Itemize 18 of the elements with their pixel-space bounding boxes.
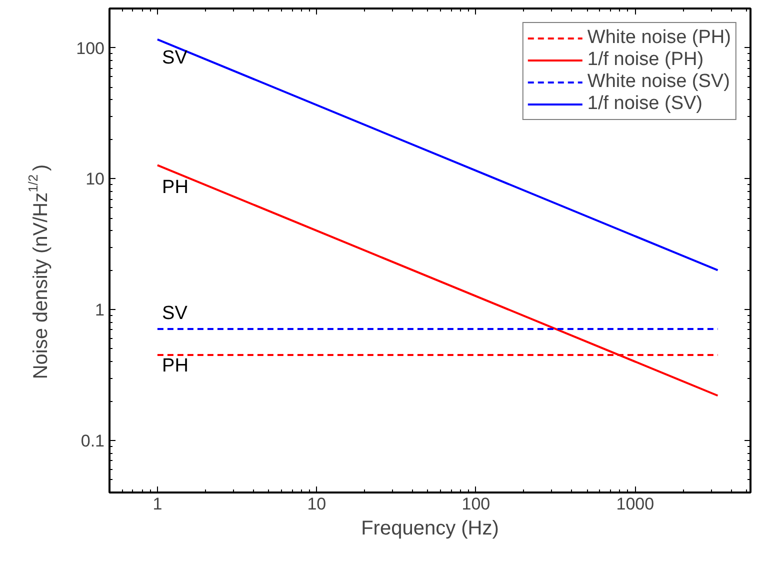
legend-label: 1/f noise (PH) — [587, 49, 704, 71]
x-tick-label: 1 — [152, 494, 162, 514]
y-tick-label: 1 — [95, 300, 105, 320]
x-tick-label: 10 — [307, 494, 326, 514]
y-tick-label: 0.1 — [80, 431, 105, 450]
y-axis-title: Noise density (nV/Hz1/2) — [26, 164, 52, 380]
y-tick-label: 100 — [76, 38, 105, 58]
legend-label: White noise (PH) — [587, 27, 731, 49]
y-tick-label: 10 — [86, 170, 105, 189]
annotation: PH — [162, 177, 188, 198]
x-tick-label: 1000 — [616, 494, 654, 514]
x-axis-title: Frequency (Hz) — [361, 518, 499, 540]
legend-label: 1/f noise (SV) — [587, 93, 702, 115]
annotation: SV — [162, 47, 188, 68]
legend-label: White noise (SV) — [587, 71, 730, 93]
x-tick-label: 100 — [462, 494, 490, 514]
annotation: SV — [162, 302, 188, 324]
annotation: PH — [162, 356, 188, 377]
